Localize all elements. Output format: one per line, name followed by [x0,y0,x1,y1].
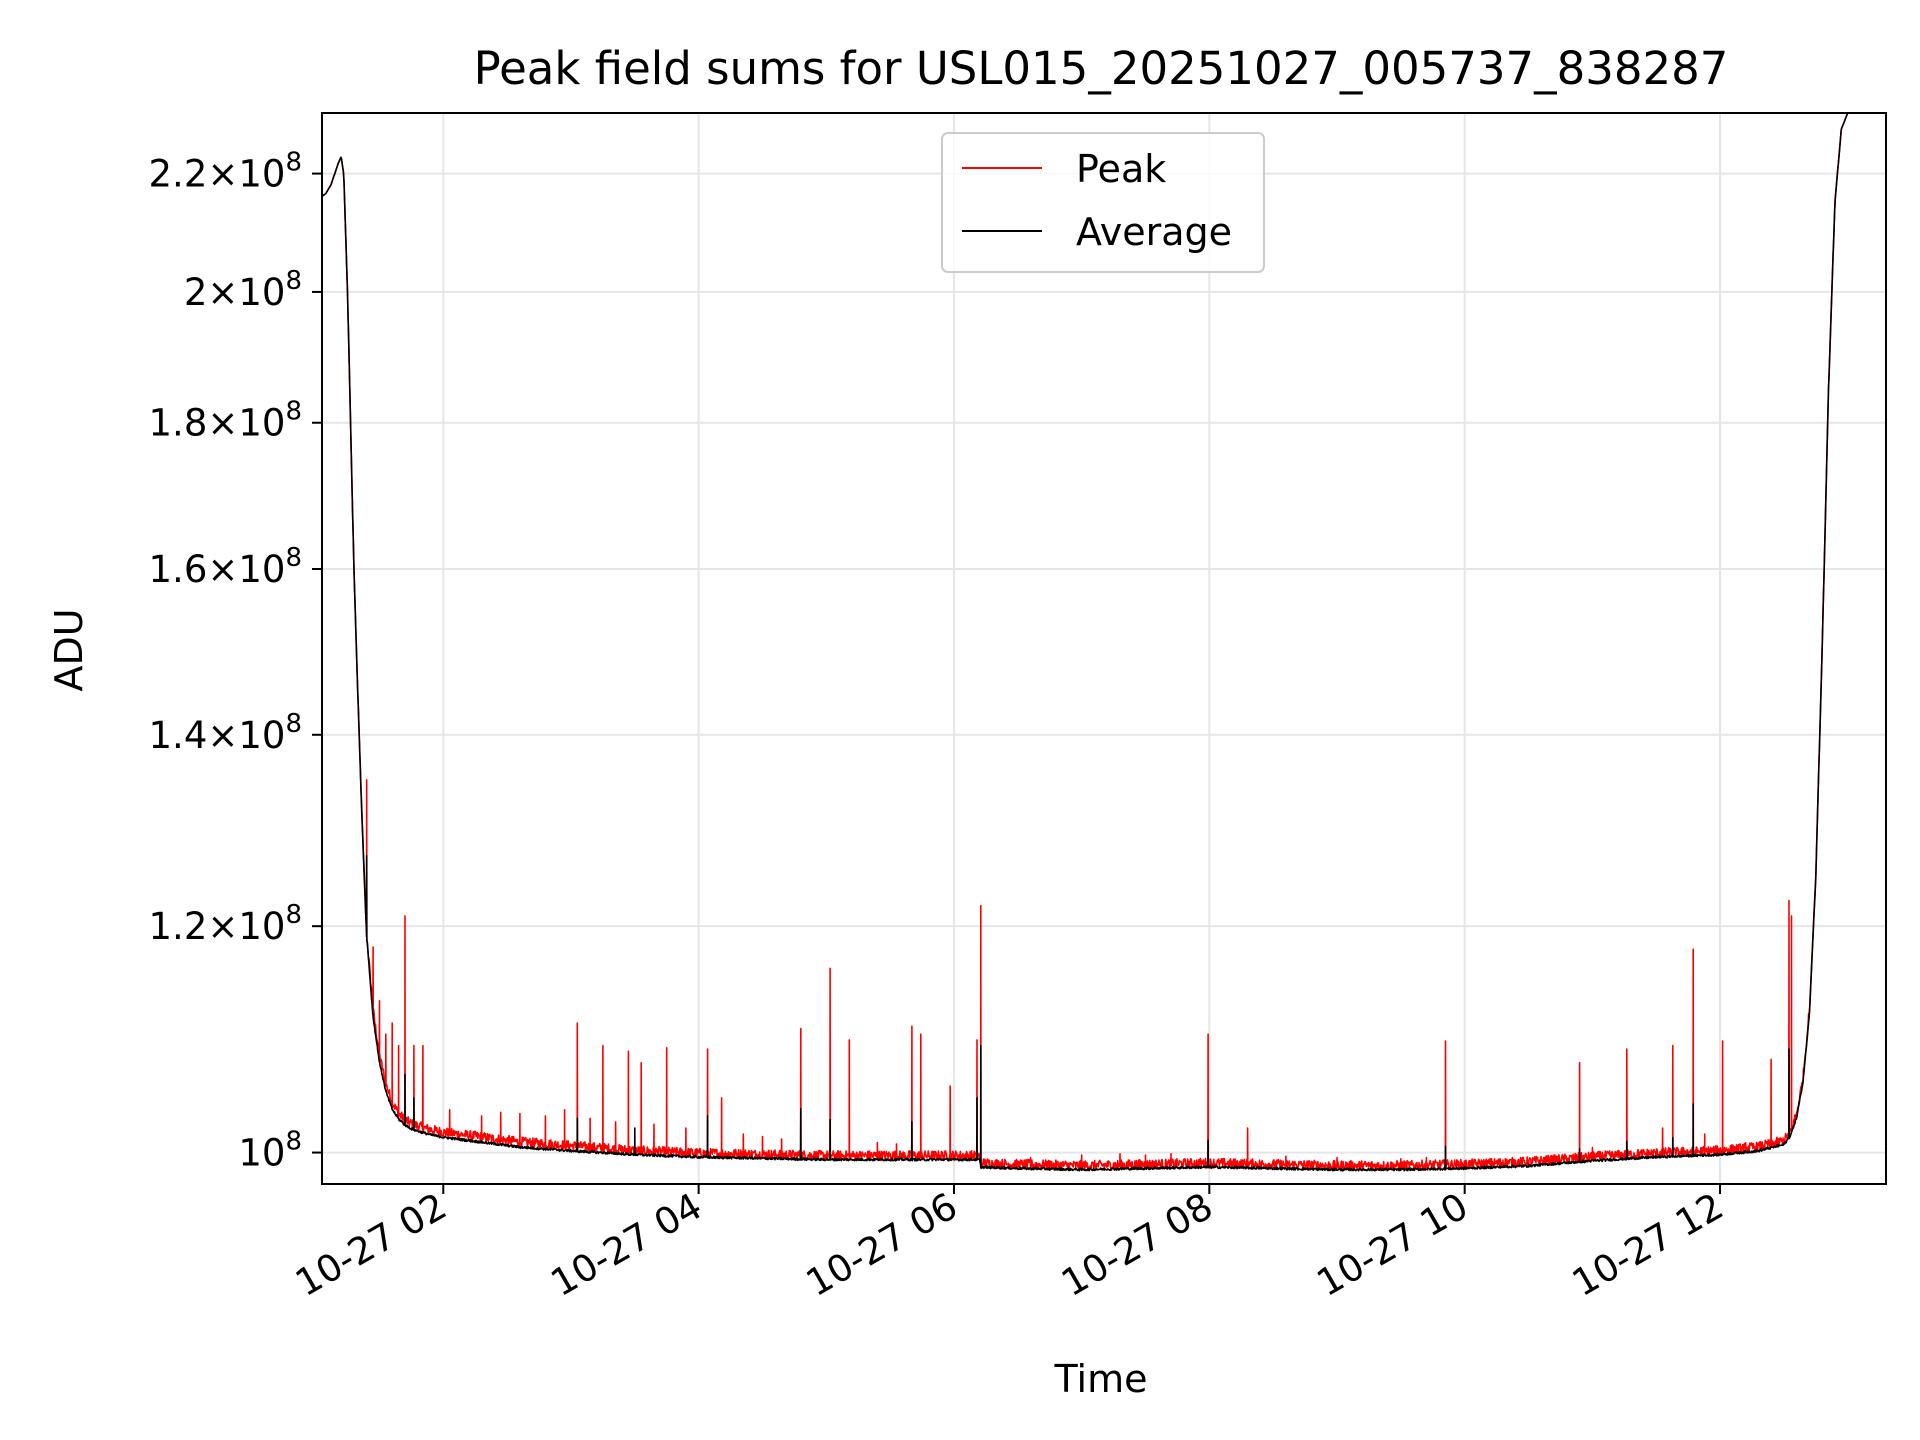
y-tick-base: 1.6×10 [149,548,286,591]
y-tick-exponent: 8 [285,1127,302,1157]
chart-title: Peak field sums for USL015_20251027_0057… [474,42,1729,95]
series-line-average [322,113,1886,1172]
y-tick-base: 10 [238,1132,285,1175]
y-tick-label: 108 [238,1127,302,1175]
y-tick-label: 2×108 [184,266,302,314]
plot-frame [321,112,1887,1185]
y-tick-label: 1.6×108 [149,543,302,591]
x-axis-label: Time [1054,1357,1148,1401]
y-tick-exponent: 8 [285,709,302,739]
y-tick-exponent: 8 [285,543,302,573]
y-tick-label: 1.4×108 [149,709,302,757]
y-tick-exponent: 8 [285,148,302,178]
y-axis-label: ADU [47,608,91,691]
y-tick-base: 1.8×10 [149,402,286,445]
y-tick-exponent: 8 [285,266,302,296]
y-tick-base: 2.2×10 [149,153,286,196]
legend: Peak Average [941,132,1265,273]
legend-label-average: Average [1076,210,1232,254]
y-tick-label: 2.2×108 [149,148,302,196]
y-tick-base: 1.2×10 [149,905,286,948]
grid [322,113,1886,1184]
y-tick-exponent: 8 [285,397,302,427]
legend-label-peak: Peak [1076,147,1166,191]
series-layer [322,113,1886,1172]
y-axis: 1081.2×1081.4×1081.6×1081.8×1082×1082.2×… [149,148,322,1175]
y-tick-label: 1.2×108 [149,900,302,948]
y-tick-base: 1.4×10 [149,714,286,757]
y-tick-label: 1.8×108 [149,397,302,445]
y-tick-exponent: 8 [285,900,302,930]
y-tick-base: 2×10 [184,271,286,314]
